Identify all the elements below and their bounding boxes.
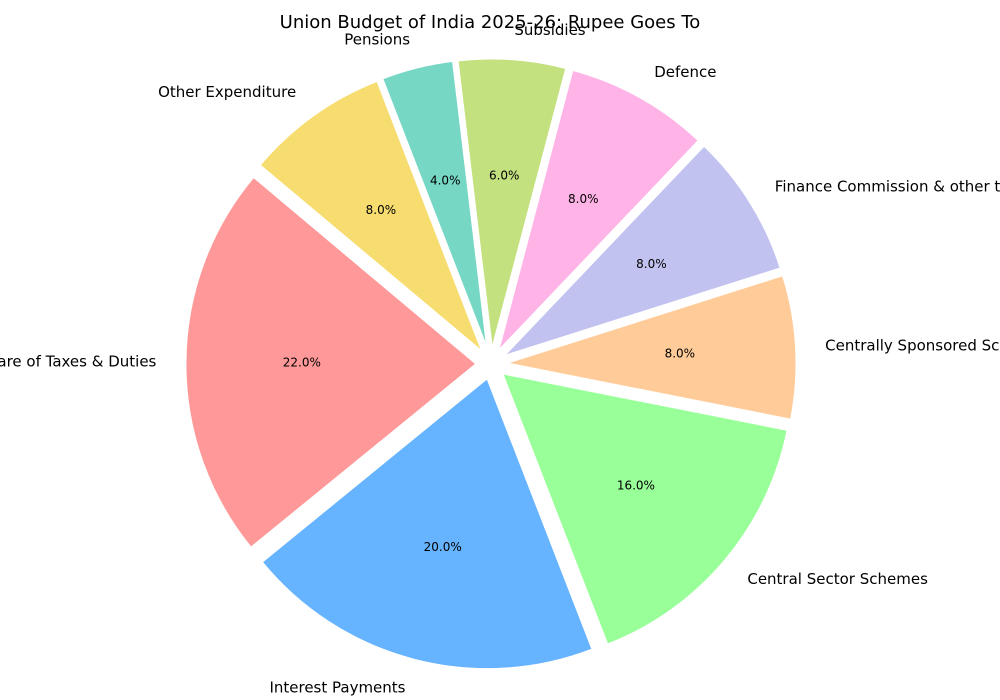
percent-label-2: 20.0% [424,540,462,554]
category-label-5: Finance Commission & other transfers [775,178,1000,196]
pie-slice-2 [260,376,594,671]
category-label-4: Centrally Sponsored Schemes [825,336,1000,354]
pie-slice-3 [500,372,789,646]
percent-label-1: 22.0% [283,356,321,370]
pie-slice-7 [456,57,568,350]
category-label-8: Pensions [344,30,410,48]
category-label-3: Central Sector Schemes [747,570,928,588]
category-label-6: Defence [654,63,716,81]
chart-title: Union Budget of India 2025-26: Rupee Goe… [280,12,701,33]
percent-label-5: 8.0% [636,257,667,271]
category-label-7: Subsidies [514,21,585,39]
percent-label-3: 16.0% [617,479,655,493]
pie-slice-4 [505,273,798,421]
category-label-1: State's Share of Taxes & Duties [0,353,157,371]
pie-labels: 22.0% State's Share of Taxes & Duties 20.0… [0,21,1000,696]
percent-label-7: 6.0% [489,168,520,182]
category-label-2: Interest Payments [269,679,405,697]
pie-slice-9 [258,79,484,353]
percent-label-8: 4.0% [430,173,461,187]
pie-slice-1 [184,175,479,550]
percent-label-9: 8.0% [366,203,397,217]
pie-slice-8 [380,59,489,351]
pie-slice-5 [502,144,782,358]
percent-label-4: 8.0% [665,346,696,360]
percent-label-6: 8.0% [568,192,599,206]
pie-slices [184,57,798,671]
category-label-9: Other Expenditure [158,83,296,101]
pie-slice-6 [497,68,701,352]
